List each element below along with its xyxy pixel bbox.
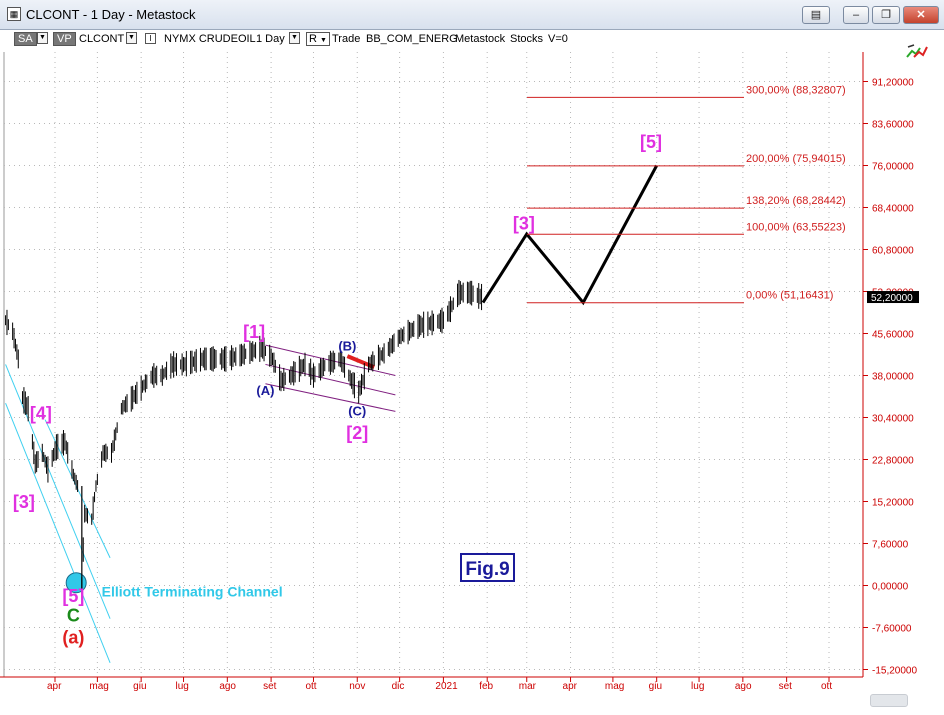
price-bars	[5, 279, 483, 594]
mode-label: Trade	[332, 33, 361, 45]
fib-level-label: 100,00% (63,55223)	[746, 221, 846, 233]
channel-lower-line	[5, 402, 111, 664]
chevron-down-icon: ▼	[320, 37, 327, 44]
close-button[interactable]: ✕	[903, 6, 939, 24]
symbol-field[interactable]: CLCONT	[79, 33, 125, 45]
datasource-label: BB_COM_ENERG	[366, 33, 458, 45]
correction-channel-mid	[265, 363, 396, 396]
y-tick-label: 0,00000	[872, 582, 909, 593]
y-tick-label: 30,40000	[872, 414, 914, 425]
x-tick-label: nov	[349, 681, 365, 692]
security-type-label: Stocks	[510, 33, 544, 45]
x-tick-label: set	[263, 681, 277, 692]
y-tick-label: 83,60000	[872, 120, 914, 131]
wave-label: (C)	[348, 403, 366, 418]
sa-button[interactable]: SA	[14, 32, 37, 46]
window-titlebar: ▦ CLCONT - 1 Day - Metastock ▤ – ❐ ✕	[0, 0, 944, 30]
horizontal-scrollbar[interactable]	[870, 694, 908, 707]
x-tick-label: apr	[47, 681, 62, 692]
y-tick-label: -7,60000	[872, 624, 912, 635]
x-tick-label: giu	[649, 681, 662, 692]
y-tick-label: 15,20000	[872, 498, 914, 509]
y-tick-label: 45,60000	[872, 330, 914, 341]
x-tick-label: ago	[735, 681, 752, 692]
y-tick-label: 60,80000	[872, 246, 914, 257]
x-tick-label: set	[779, 681, 793, 692]
sa-dropdown[interactable]: ▼	[37, 32, 48, 46]
x-tick-label: mar	[519, 681, 537, 692]
chevron-down-icon: ▼	[289, 32, 300, 44]
wave-label: [3]	[13, 492, 35, 512]
x-tick-label: ott	[821, 681, 832, 692]
wave-label: [5]	[62, 586, 84, 606]
wave-label: (a)	[62, 628, 84, 648]
exchange-label: NYMX CRUDEOIL	[164, 33, 256, 45]
x-tick-label: feb	[479, 681, 493, 692]
volume-label: V=0	[548, 33, 568, 45]
chart-window-icon[interactable]: ▦	[7, 7, 21, 21]
chevron-down-icon: ▼	[126, 32, 137, 44]
fib-level-label: 300,00% (88,32807)	[746, 84, 846, 96]
x-tick-label: giu	[133, 681, 146, 692]
current-price-marker	[867, 291, 919, 304]
x-tick-label: dic	[392, 681, 405, 692]
info-icon: I	[145, 33, 156, 44]
wave-label: [1]	[243, 322, 265, 342]
x-tick-label: lug	[176, 681, 189, 692]
x-tick-label: mag	[89, 681, 108, 692]
x-tick-label: mag	[605, 681, 624, 692]
y-tick-label: 22,80000	[872, 456, 914, 467]
chart-settings-icon[interactable]	[905, 42, 929, 60]
correction-channel-lower	[265, 383, 396, 412]
y-tick-label: 68,40000	[872, 204, 914, 215]
wave-label: [2]	[346, 423, 368, 443]
interval-dropdown[interactable]: ▼	[289, 32, 300, 46]
sa-label: SA	[18, 33, 33, 45]
r-button[interactable]: R ▼	[306, 32, 330, 46]
provider-label: Metastock	[455, 33, 506, 45]
fib-level-label: 200,00% (75,94015)	[746, 153, 846, 165]
current-price-label: 52,20000	[871, 293, 913, 304]
wave-label: Elliott Terminating Channel	[102, 584, 283, 600]
wave-label: (B)	[338, 339, 356, 354]
window-title: CLCONT - 1 Day - Metastock	[26, 7, 196, 22]
figure-label-box	[460, 553, 515, 582]
channel-mid-line	[5, 364, 111, 619]
y-tick-label: -15,20000	[872, 666, 917, 677]
layout-button[interactable]: ▤	[802, 6, 830, 24]
wave-label: (A)	[256, 383, 274, 398]
fib-level-label: 138,20% (68,28442)	[746, 195, 846, 207]
y-tick-label: 7,60000	[872, 540, 909, 551]
fib-level-label: 0,00% (51,16431)	[746, 290, 833, 302]
x-tick-label: 2021	[435, 681, 458, 692]
y-tick-label: 76,00000	[872, 162, 914, 173]
figure-label: Fig.9	[465, 559, 509, 580]
terminal-point-marker	[65, 572, 87, 594]
vp-button[interactable]: VP	[53, 32, 76, 46]
interval-field[interactable]: 1 Day	[256, 33, 285, 45]
wave-label: C	[67, 605, 80, 625]
x-tick-label: ott	[305, 681, 316, 692]
chart-toolbar: SA ▼ VP CLCONT ▼ I NYMX CRUDEOIL 1 Day ▼…	[0, 30, 864, 48]
x-tick-label: lug	[691, 681, 704, 692]
restore-button[interactable]: ❐	[872, 6, 900, 24]
x-tick-label: ago	[219, 681, 236, 692]
r-label: R	[309, 33, 317, 45]
wave-label: [4]	[30, 404, 52, 424]
chevron-down-icon: ▼	[37, 32, 48, 44]
symbol-info-button[interactable]: I	[145, 32, 156, 46]
symbol-dropdown[interactable]: ▼	[126, 32, 137, 46]
wave-label: [5]	[640, 132, 662, 152]
y-tick-label: 38,00000	[872, 372, 914, 383]
y-tick-label: 91,20000	[872, 78, 914, 89]
x-tick-label: apr	[563, 681, 578, 692]
wave-label: [3]	[513, 214, 535, 234]
minimize-button[interactable]: –	[843, 6, 869, 24]
